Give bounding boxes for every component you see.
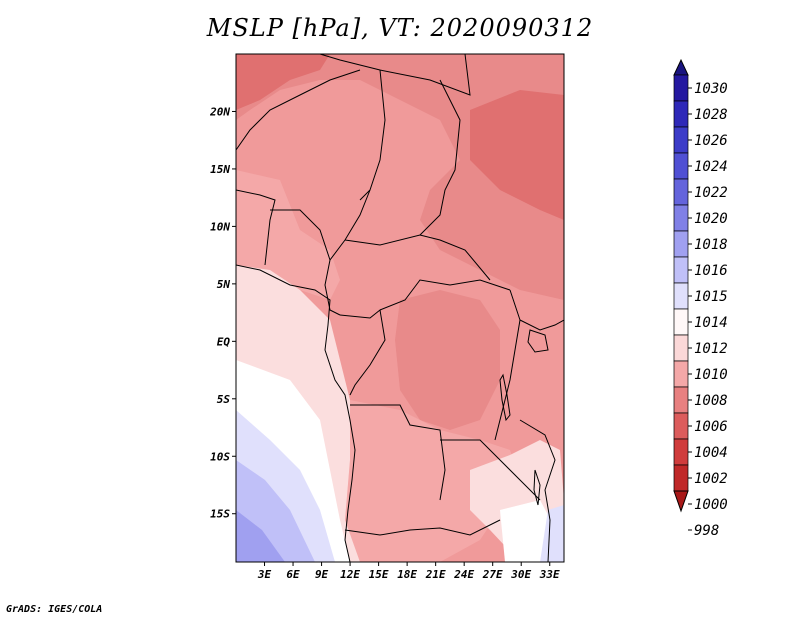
field-1010-west bbox=[236, 170, 340, 300]
lat-label: 20N bbox=[209, 105, 230, 118]
colorbar-swatch bbox=[673, 74, 689, 102]
lake-victoria bbox=[527, 329, 549, 353]
colorbar-label: 998 bbox=[694, 523, 719, 539]
colorbar-label: 1015 bbox=[694, 289, 728, 305]
lat-label: 5N bbox=[217, 278, 231, 291]
colorbar-swatch bbox=[673, 204, 689, 232]
colorbar-swatch bbox=[673, 230, 689, 258]
lon-label: 9E bbox=[315, 568, 329, 581]
colorbar-label: 1000 bbox=[694, 497, 728, 513]
latitude-axis: 20N 15N 10N 5N EQ 5S 10S 15S bbox=[209, 105, 236, 521]
colorbar-label: 1008 bbox=[694, 393, 728, 409]
colorbar-swatch bbox=[673, 178, 689, 206]
grads-credit: GrADS: IGES/COLA bbox=[6, 604, 103, 615]
colorbar-label: 1012 bbox=[694, 341, 728, 357]
lon-label: 27E bbox=[482, 568, 503, 581]
colorbar-swatch bbox=[673, 282, 689, 310]
colorbar-swatch bbox=[673, 464, 689, 492]
lake-malawi bbox=[533, 469, 541, 506]
colorbar-label: 1028 bbox=[694, 107, 728, 123]
colorbar-top-arrow bbox=[673, 58, 689, 76]
field-1016 bbox=[236, 510, 285, 562]
field-1006-sudan bbox=[470, 90, 564, 220]
colorbar-label: 1004 bbox=[694, 445, 728, 461]
colorbar-swatch bbox=[673, 334, 689, 362]
lon-label: 3E bbox=[257, 568, 272, 581]
colorbar-label: 1016 bbox=[694, 263, 728, 279]
border-nigeria bbox=[270, 209, 331, 261]
pressure-field bbox=[236, 54, 564, 562]
colorbar-label: 1026 bbox=[694, 133, 728, 149]
border-car bbox=[344, 234, 491, 281]
colorbar-swatch bbox=[673, 412, 689, 440]
lat-label: EQ bbox=[217, 335, 231, 348]
field-1014-east bbox=[540, 505, 564, 562]
border-mozambique bbox=[519, 419, 556, 562]
colorbar-label: 1018 bbox=[694, 237, 728, 253]
field-1006-sahara bbox=[236, 54, 330, 110]
lon-label: 30E bbox=[510, 568, 531, 581]
colorbar-label: 1022 bbox=[694, 185, 728, 201]
field-1008-congo bbox=[395, 290, 500, 430]
lat-label: 15S bbox=[210, 508, 230, 521]
colorbar-label: 1020 bbox=[694, 211, 728, 227]
colorbar-label: 1030 bbox=[694, 81, 728, 97]
lat-label: 10N bbox=[210, 220, 230, 233]
map-title: MSLP [hPa], VT: 2020090312 bbox=[206, 14, 594, 42]
lon-label: 18E bbox=[397, 568, 417, 581]
border-kenya bbox=[519, 319, 564, 331]
colorbar-label: 1002 bbox=[694, 471, 728, 487]
colorbar-swatch bbox=[673, 126, 689, 154]
border-west bbox=[236, 189, 276, 266]
longitude-axis: 3E 6E 9E 12E 15E 18E 21E 24E 27E 30E 33E bbox=[257, 562, 560, 581]
coastline bbox=[236, 264, 356, 562]
border-namibia bbox=[344, 519, 501, 536]
map-frame bbox=[235, 53, 565, 563]
border-algeria-libya bbox=[319, 54, 471, 96]
border-chad bbox=[359, 69, 386, 201]
colorbar-swatch bbox=[673, 438, 689, 466]
lon-label: 12E bbox=[340, 568, 360, 581]
lake-tanganyika bbox=[499, 373, 511, 422]
lat-label: 5S bbox=[217, 393, 231, 406]
field-1013-southeast bbox=[500, 500, 556, 562]
colorbar-swatch bbox=[673, 256, 689, 284]
border-zambia bbox=[440, 439, 541, 501]
colorbar-swatch bbox=[673, 360, 689, 388]
border-chad-sudan bbox=[419, 79, 461, 236]
lon-label: 15E bbox=[369, 568, 389, 581]
colorbar-swatch bbox=[673, 152, 689, 180]
border-niger-chad bbox=[236, 69, 361, 151]
colorbar-label: 1010 bbox=[694, 367, 728, 383]
lat-label: 10S bbox=[210, 450, 230, 463]
country-borders bbox=[236, 54, 564, 562]
colorbar-label: 1006 bbox=[694, 419, 728, 435]
border-drc-east bbox=[494, 289, 521, 441]
lat-label: 15N bbox=[210, 163, 230, 176]
colorbar-swatch bbox=[673, 308, 689, 336]
colorbar-label: 1024 bbox=[694, 159, 728, 175]
lon-label: 21E bbox=[425, 568, 446, 581]
lon-label: 33E bbox=[539, 568, 560, 581]
border-congo bbox=[339, 309, 386, 396]
colorbar-swatch bbox=[673, 100, 689, 128]
colorbar-label: 1014 bbox=[694, 315, 728, 331]
lon-label: 24E bbox=[453, 568, 474, 581]
border-angola bbox=[350, 404, 446, 501]
colorbar-swatch bbox=[673, 386, 689, 414]
border-car-drc bbox=[379, 279, 511, 311]
lon-label: 6E bbox=[286, 568, 300, 581]
colorbar: 1030 1028 1026 1024 1022 1020 1018 1016 1015 1014… bbox=[673, 58, 728, 539]
colorbar-bottom-arrow bbox=[673, 490, 689, 513]
